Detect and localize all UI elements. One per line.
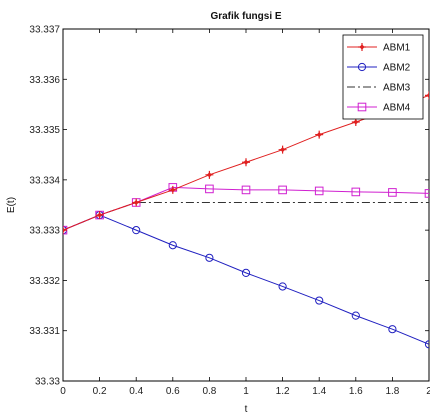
marker-fill bbox=[97, 212, 103, 218]
x-tick-label: 1 bbox=[243, 386, 249, 397]
x-tick-label: 1.4 bbox=[312, 386, 326, 397]
legend-label: ABM2 bbox=[383, 63, 411, 74]
marker-fill bbox=[353, 119, 359, 125]
data-point bbox=[351, 311, 360, 320]
y-axis-label: E(t) bbox=[6, 197, 17, 213]
data-point bbox=[315, 130, 324, 139]
data-point bbox=[168, 185, 177, 194]
legend-label: ABM4 bbox=[383, 103, 411, 114]
y-tick-label: 33.33 bbox=[35, 377, 60, 388]
legend-marker bbox=[357, 102, 367, 112]
marker-fill bbox=[133, 199, 139, 206]
y-tick-label: 33.337 bbox=[29, 25, 60, 36]
data-point bbox=[242, 158, 250, 167]
data-point bbox=[388, 188, 397, 197]
data-point bbox=[388, 325, 397, 334]
y-tick-label: 33.336 bbox=[29, 75, 60, 86]
legend-entry-abm3: ABM3 bbox=[347, 83, 411, 94]
data-point bbox=[95, 211, 104, 220]
x-tick-label: 0.4 bbox=[129, 386, 143, 397]
marker-fill bbox=[426, 92, 429, 98]
data-point bbox=[425, 91, 429, 100]
marker-fill bbox=[280, 147, 286, 153]
x-ticks: 0 0.2 0.4 0.6 0.8 1 1.2 1.4 1.6 1.8 2 bbox=[60, 29, 430, 397]
data-point bbox=[205, 184, 214, 194]
y-tick-label: 33.333 bbox=[29, 226, 60, 237]
x-tick-label: 0.8 bbox=[202, 386, 216, 397]
data-point bbox=[278, 185, 287, 195]
x-tick-label: 0.6 bbox=[166, 386, 180, 397]
legend-entry-abm2: ABM2 bbox=[347, 63, 411, 74]
x-axis-label: t bbox=[245, 404, 248, 413]
legend-marker bbox=[358, 43, 366, 51]
legend-marker bbox=[357, 62, 367, 72]
legend-entry-abm4: ABM4 bbox=[347, 103, 411, 114]
data-point bbox=[241, 268, 251, 277]
x-tick-label: 0.2 bbox=[93, 386, 107, 397]
data-point bbox=[205, 170, 214, 179]
x-tick-label: 2 bbox=[426, 386, 430, 397]
data-point bbox=[424, 189, 429, 198]
y-tick-label: 33.335 bbox=[29, 125, 60, 136]
legend-label: ABM1 bbox=[383, 43, 411, 54]
x-tick-label: 1.2 bbox=[276, 386, 290, 397]
x-tick-label: 1.6 bbox=[349, 386, 363, 397]
chart-title: Grafik fungsi E bbox=[210, 11, 281, 22]
marker-fill bbox=[359, 44, 365, 50]
marker-stroke bbox=[63, 226, 67, 235]
x-tick-label: 0 bbox=[60, 386, 66, 397]
data-point bbox=[63, 226, 67, 235]
marker-fill bbox=[206, 172, 212, 178]
data-point bbox=[132, 226, 141, 235]
legend-entry-abm1: ABM1 bbox=[347, 43, 411, 54]
marker-fill bbox=[243, 159, 249, 165]
series-abm2 bbox=[63, 210, 429, 349]
y-tick-label: 33.331 bbox=[29, 326, 60, 337]
data-point bbox=[351, 187, 361, 197]
legend-label: ABM3 bbox=[383, 83, 411, 94]
legend-box bbox=[342, 34, 424, 120]
data-point bbox=[205, 253, 214, 262]
marker-fill bbox=[170, 187, 176, 193]
data-point bbox=[132, 198, 141, 207]
marker-stroke bbox=[425, 91, 429, 100]
data-point bbox=[241, 185, 251, 195]
data-point bbox=[315, 296, 324, 305]
data-point bbox=[278, 145, 287, 154]
data-point bbox=[424, 340, 429, 349]
x-tick-label: 1.8 bbox=[385, 386, 399, 397]
data-point bbox=[168, 241, 177, 250]
series-line bbox=[63, 214, 429, 345]
data-point bbox=[278, 282, 287, 291]
y-tick-label: 33.334 bbox=[29, 175, 60, 186]
marker-fill bbox=[63, 227, 66, 233]
legend: ABM1 ABM2 ABM3 ABM4 bbox=[342, 34, 424, 120]
y-tick-label: 33.332 bbox=[29, 276, 60, 287]
marker-fill bbox=[316, 132, 322, 138]
data-point bbox=[314, 186, 324, 196]
